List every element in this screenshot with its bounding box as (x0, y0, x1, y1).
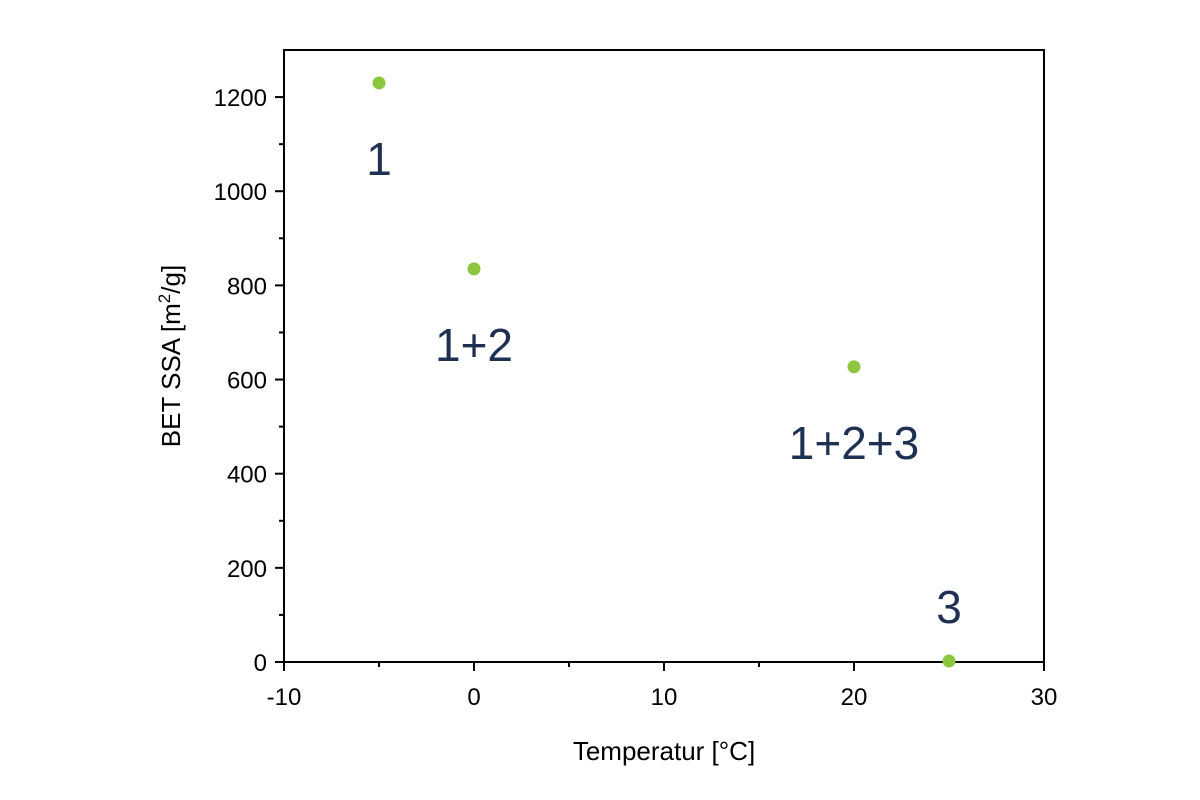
point-label: 1+2+3 (789, 417, 919, 469)
data-point (372, 76, 386, 90)
x-axis-title: Temperatur [°C] (573, 736, 755, 766)
y-tick-label: 1200 (214, 85, 267, 112)
y-tick-label: 0 (254, 650, 267, 677)
y-axis-title: BET SSA [m2/g] (155, 265, 186, 447)
y-axis-title-suffix: /g] (156, 265, 186, 294)
data-points (372, 76, 956, 668)
y-tick-label: 800 (227, 273, 267, 300)
y-tick-label: 1000 (214, 179, 267, 206)
point-label: 1 (366, 133, 392, 185)
x-tick-label: -10 (267, 684, 302, 711)
y-tick-label: 400 (227, 462, 267, 489)
data-point (847, 360, 861, 374)
point-label: 3 (936, 581, 962, 633)
data-point (467, 262, 481, 276)
y-axis-title-prefix: BET SSA [m (156, 303, 186, 447)
x-tick-label: 20 (841, 684, 868, 711)
data-point (942, 654, 956, 668)
x-tick-label: 0 (467, 684, 480, 711)
axes (283, 49, 1045, 663)
ticks (275, 96, 1045, 671)
y-tick-label: 600 (227, 368, 267, 395)
y-tick-label: 200 (227, 556, 267, 583)
y-axis-title-superscript: 2 (155, 294, 174, 303)
point-labels: 1 1+2 1+2+3 3 (366, 133, 962, 633)
x-tick-label: 10 (651, 684, 678, 711)
plot-frame (283, 49, 1045, 663)
x-tick-label: 30 (1031, 684, 1058, 711)
point-label: 1+2 (435, 319, 513, 371)
